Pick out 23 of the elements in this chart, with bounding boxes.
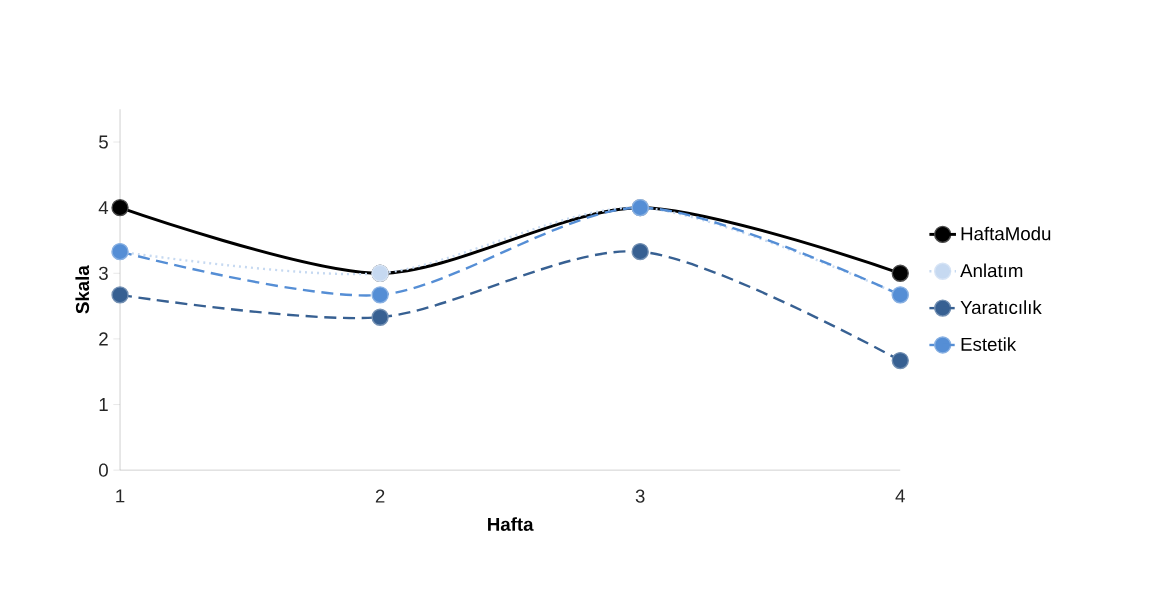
point [371, 286, 389, 304]
legend-label: Anlatım [960, 263, 1023, 278]
legend-label: Estetik [961, 337, 1017, 351]
x-tick-label: 1 [116, 489, 125, 503]
x-tick-label: 4 [895, 489, 905, 503]
point [371, 308, 389, 326]
y-axis-title: Skala [75, 265, 90, 314]
point [891, 351, 909, 370]
point [631, 242, 649, 261]
y-tick-label: 2 [99, 332, 108, 346]
x-axis-title: Hafta [488, 517, 534, 531]
point [891, 264, 909, 282]
y-tick-label: 1 [99, 398, 108, 411]
point [111, 286, 129, 304]
y-tick-label: 3 [98, 266, 108, 280]
legend-label: HaftaModu [961, 226, 1051, 241]
y-tick-label: 5 [99, 135, 108, 149]
x-tick-label: 2 [375, 489, 385, 503]
y-tick-label: 0 [99, 463, 108, 477]
point [111, 198, 129, 217]
y-tick-label: 4 [98, 201, 109, 215]
x-tick-label: 3 [635, 489, 645, 503]
legend-label: Yaratıcılık [960, 300, 1042, 314]
